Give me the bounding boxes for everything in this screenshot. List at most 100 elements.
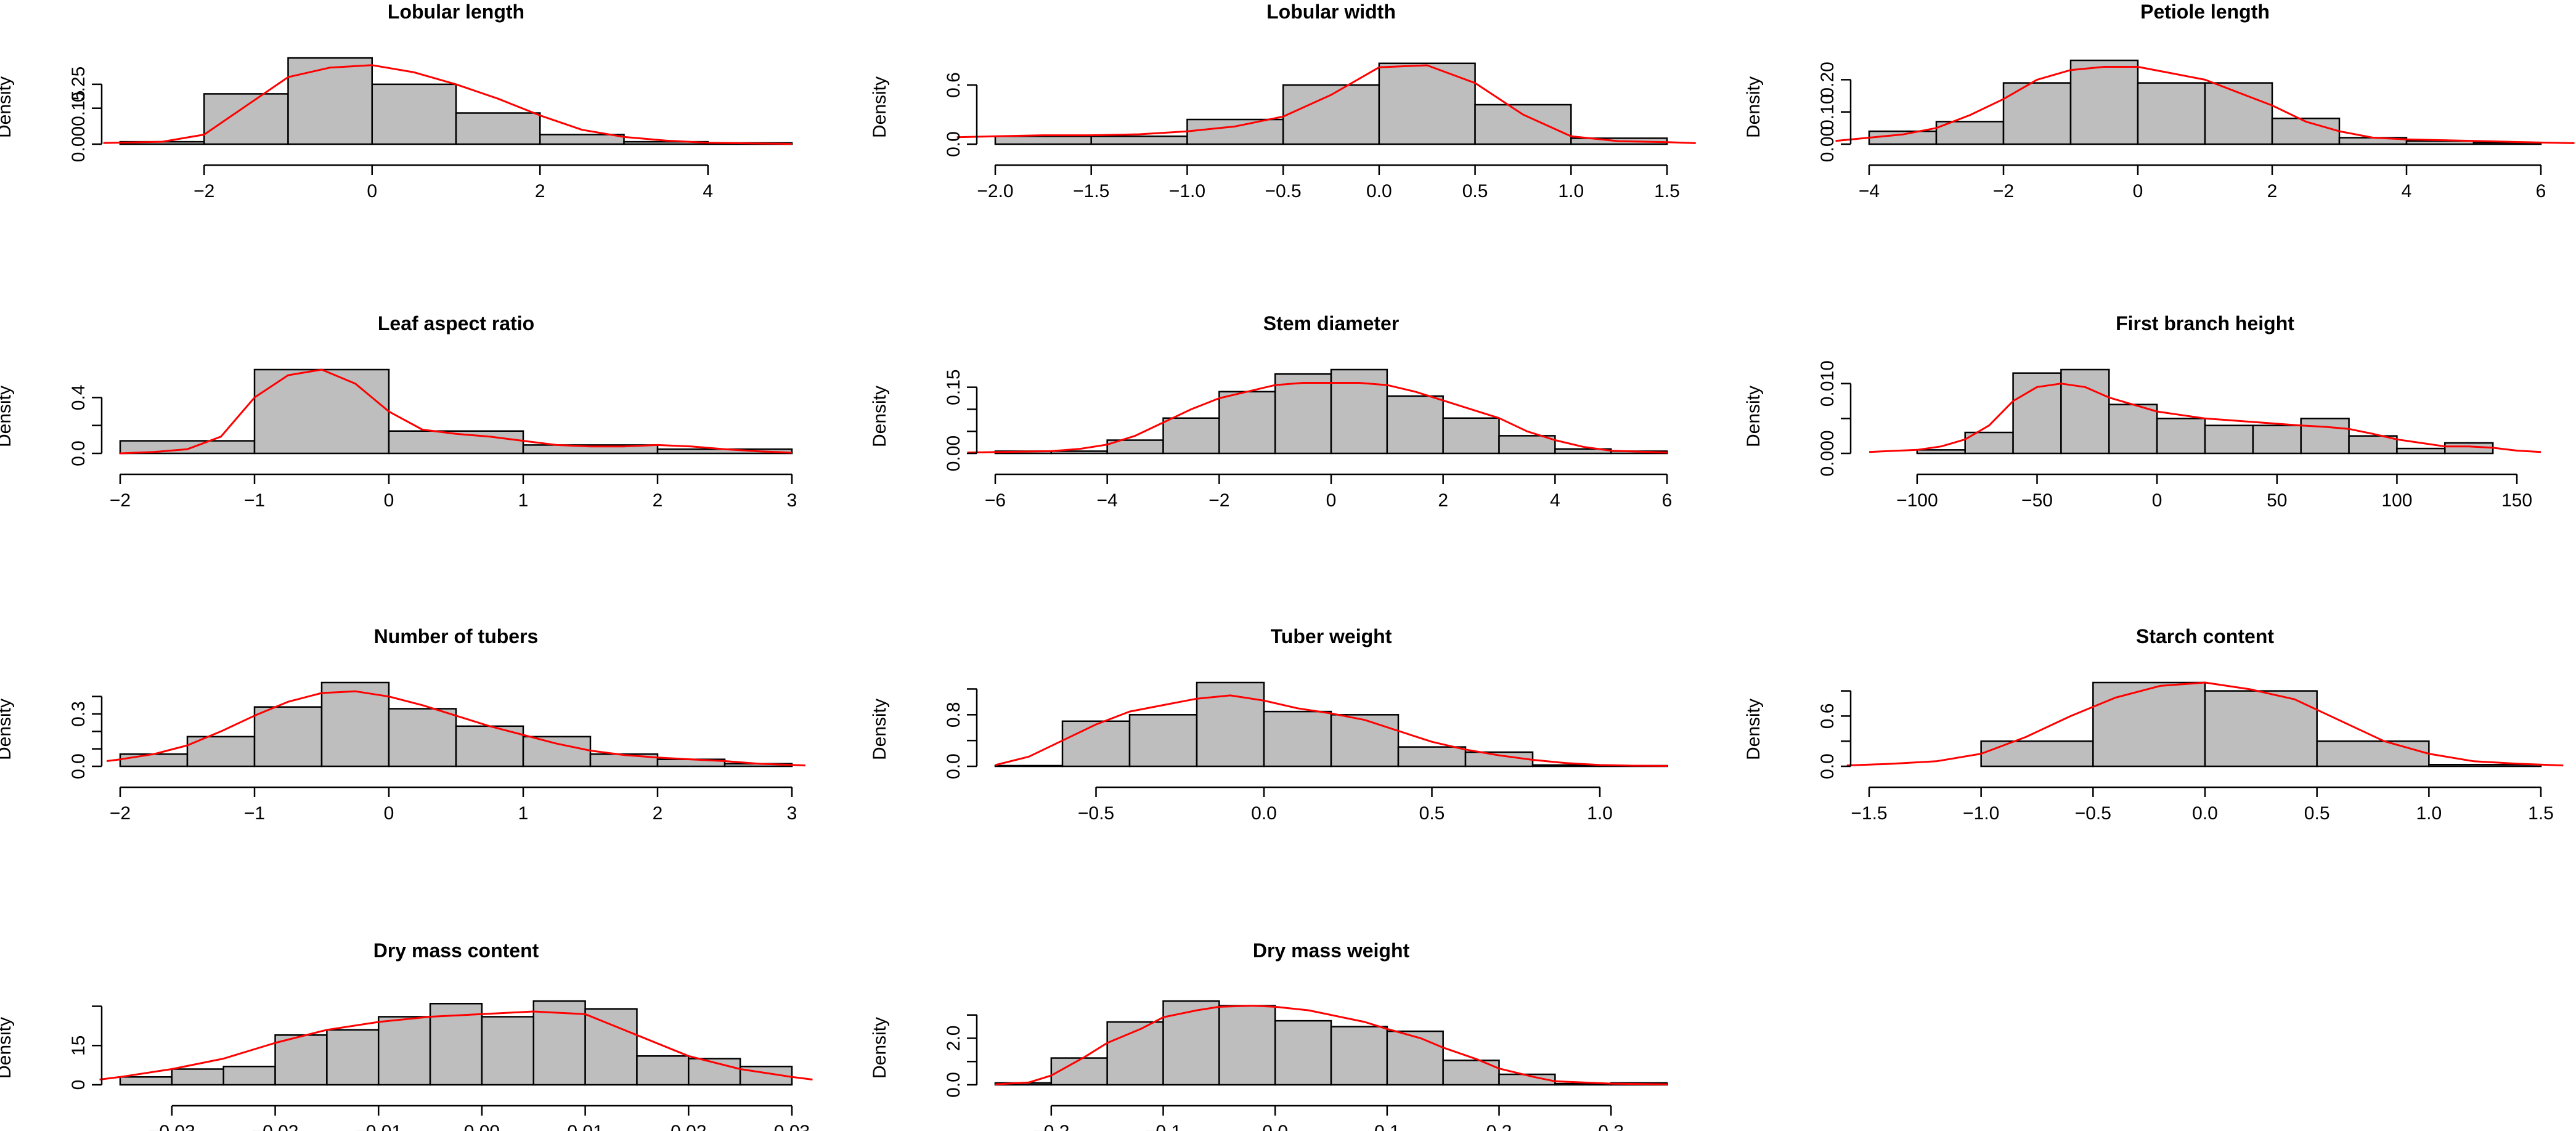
histogram-bar — [1162, 1000, 1220, 1086]
x-tick-label: −100 — [1896, 490, 1938, 511]
histogram-bar — [388, 708, 457, 768]
y-axis-label: Density — [0, 386, 15, 447]
x-tick-label: 2 — [1438, 490, 1448, 511]
histogram-bar — [584, 1008, 638, 1086]
x-tick-label: 1 — [518, 490, 529, 511]
histogram-bar — [1274, 1020, 1332, 1086]
x-tick-label: −0.03 — [149, 1122, 195, 1131]
x-tick-label: 2 — [2267, 181, 2278, 201]
histogram-bar — [2002, 82, 2072, 145]
y-tick-label: 0.15 — [68, 91, 89, 126]
x-tick-label: 0.0 — [2192, 803, 2218, 824]
x-tick-label: 0.01 — [567, 1122, 603, 1131]
x-tick-label: −4 — [1859, 181, 1880, 201]
x-tick-label: 0.00 — [464, 1122, 500, 1131]
panel-dry-mass-weight: Dry mass weight Density −0.2 −0.1 0.0 0.1 0.2 0… — [870, 939, 1668, 1131]
density-curve — [956, 64, 1696, 144]
x-tick-label: −2.0 — [977, 181, 1013, 201]
x-tick-label: 150 — [2501, 490, 2532, 511]
histogram-bar — [253, 368, 390, 455]
y-axis-label: Density — [870, 76, 890, 138]
y-tick-label: 0.6 — [1817, 703, 1838, 729]
y-tick-label: 0.00 — [944, 436, 964, 471]
y-tick-label: 2.0 — [944, 1026, 964, 1052]
y-tick-label: 0.8 — [944, 702, 964, 728]
y-tick-label: 0.0 — [68, 440, 89, 466]
x-tick-label: 0.0 — [1262, 1122, 1288, 1131]
density-curve — [967, 382, 1668, 454]
histogram-bar — [1050, 450, 1108, 455]
density-curve — [107, 690, 805, 767]
histogram-bar — [2204, 82, 2273, 145]
x-tick-label: 1.5 — [2528, 803, 2554, 824]
y-tick-label: 0.0 — [944, 753, 964, 779]
x-tick-label: −1.5 — [1073, 181, 1109, 201]
x-tick-label: 4 — [2402, 181, 2412, 201]
x-tick-label: −0.02 — [252, 1122, 299, 1131]
x-tick-label: 0.2 — [1486, 1122, 1512, 1131]
y-axis-label: Density — [0, 76, 15, 138]
histogram-bar — [994, 135, 1092, 145]
panel-title: Starch content — [2136, 625, 2274, 647]
histogram-bar — [203, 93, 289, 145]
y-tick-label: 0.25 — [68, 67, 89, 102]
histogram-bar — [1330, 714, 1400, 768]
y-tick-label: 0.20 — [1817, 62, 1838, 97]
y-axis-label: Density — [870, 699, 890, 760]
x-tick-label: 0.5 — [1462, 181, 1488, 201]
histogram-bar — [2108, 403, 2158, 455]
histogram-bar — [1218, 1005, 1276, 1086]
x-tick-label: 4 — [703, 181, 713, 201]
x-tick-label: 0.3 — [1598, 1122, 1624, 1131]
histogram-bar — [2092, 681, 2206, 768]
histogram-bar — [2316, 740, 2430, 768]
histogram-bar — [274, 1034, 328, 1086]
histogram-bar — [2156, 418, 2206, 455]
y-tick-label: 0.3 — [68, 701, 89, 727]
x-tick-label: −2 — [194, 181, 214, 201]
panel-starch-content: Starch content Density −1.5 −1.0 −0.5 0.0 0.5 1… — [1743, 625, 2564, 824]
y-tick-label: 15 — [68, 1036, 89, 1056]
x-tick-label: 3 — [787, 490, 797, 511]
histogram-bar — [2204, 424, 2254, 455]
x-tick-label: 0.02 — [670, 1122, 706, 1131]
histogram-bar — [2069, 59, 2139, 145]
x-tick-label: −4 — [1097, 490, 1118, 511]
x-tick-label: −1.0 — [1169, 181, 1205, 201]
x-tick-label: −50 — [2021, 490, 2053, 511]
x-tick-label: 2 — [653, 490, 663, 511]
y-tick-label: 0.0 — [1817, 753, 1838, 779]
histogram-bar — [1964, 431, 2014, 455]
panel-petiole-length: Petiole length Density −4 −2 0 2 4 6 0.000.100.2… — [1743, 1, 2575, 201]
histogram-bar — [532, 1000, 586, 1086]
y-tick-label: 0.4 — [68, 384, 89, 410]
y-axis-label: Density — [0, 1017, 15, 1079]
x-tick-label: −0.2 — [1033, 1122, 1069, 1131]
x-tick-label: 0.1 — [1374, 1122, 1400, 1131]
x-tick-label: 0 — [1326, 490, 1337, 511]
y-tick-label: 0.0 — [68, 753, 89, 779]
x-tick-label: 0 — [384, 803, 394, 824]
histogram-bar — [1916, 449, 1966, 455]
histogram-bar — [1218, 391, 1276, 455]
histogram-bar — [1980, 740, 2094, 768]
histogram-bar — [1378, 62, 1476, 145]
histogram-bar — [2396, 447, 2446, 455]
panel-first-branch-height: First branch height Density −100 −50 0 50 100 1… — [1743, 312, 2541, 511]
x-tick-label: 1.0 — [2416, 803, 2442, 824]
histogram-bar — [171, 1068, 224, 1086]
histogram-bar — [1386, 1030, 1444, 1086]
histogram-bar — [2300, 418, 2350, 455]
histogram-bar — [1106, 1021, 1164, 1086]
y-tick-label: 0.0 — [944, 1072, 964, 1098]
x-tick-label: −2 — [1209, 490, 1229, 511]
x-tick-label: 0.0 — [1366, 181, 1392, 201]
x-tick-label: 6 — [1662, 490, 1673, 511]
y-axis-label: Density — [870, 386, 890, 447]
density-curve — [120, 368, 793, 455]
density-curve — [1869, 383, 2541, 453]
y-tick-label: 0.0 — [944, 131, 964, 157]
x-tick-label: 1.0 — [1587, 803, 1613, 824]
histogram-bar — [1498, 435, 1556, 455]
y-axis-label: Density — [0, 699, 15, 760]
